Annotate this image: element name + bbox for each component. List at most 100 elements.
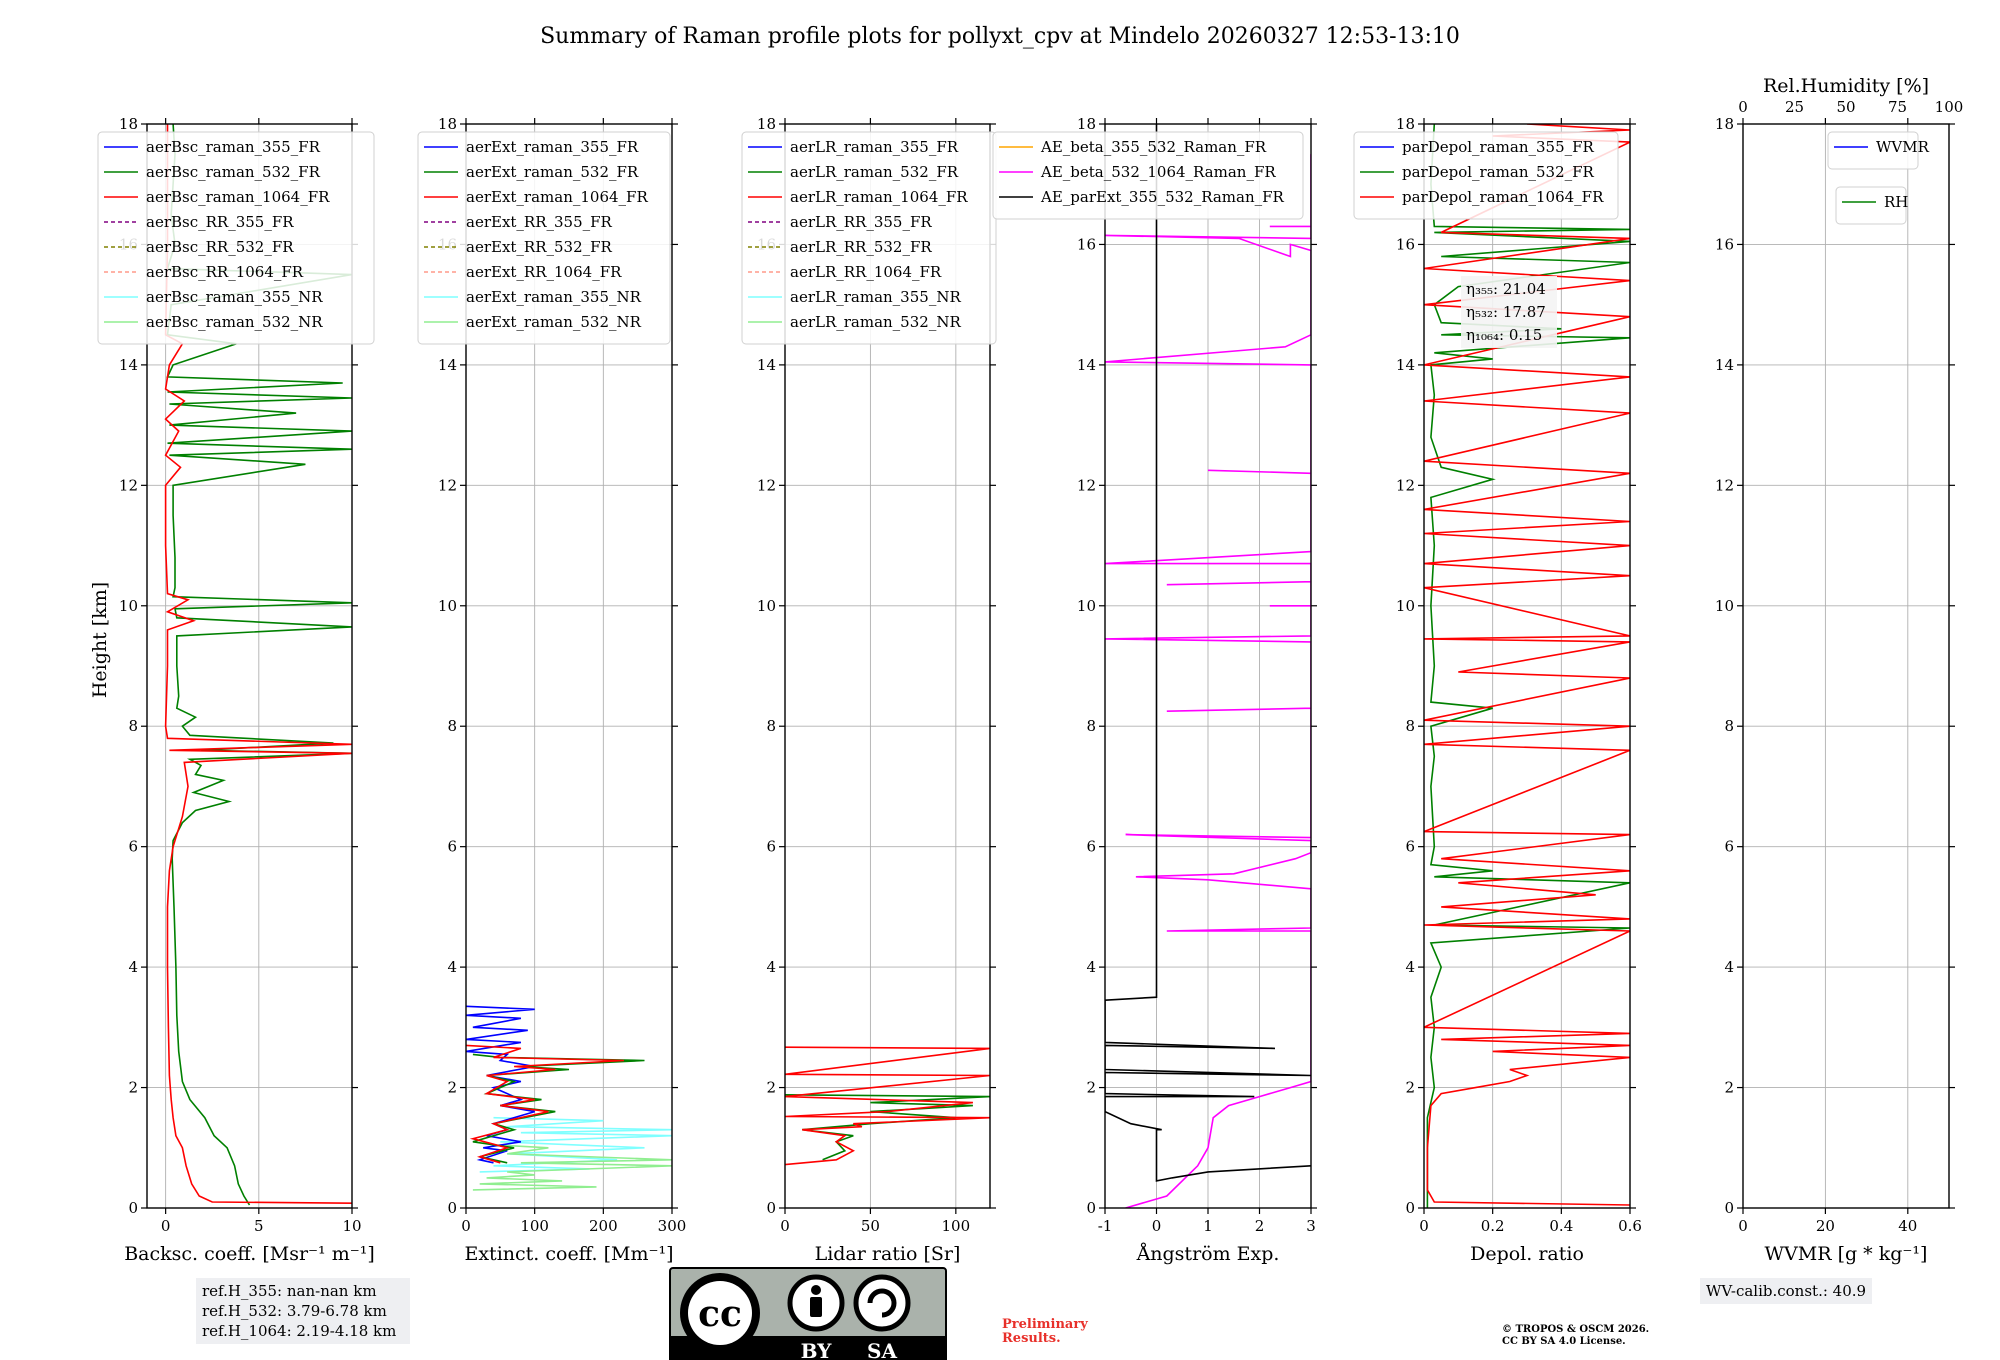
x-tick-label: 20 xyxy=(1816,1217,1835,1235)
reference-heights-box: ref.H_355: nan-nan km ref.H_532: 3.79-6.… xyxy=(196,1278,410,1344)
x-tick-label: 2 xyxy=(1255,1217,1265,1235)
legend: WVMR xyxy=(1827,131,1930,170)
y-axis-label: Height [km] xyxy=(89,582,111,698)
series-line-aerExt_raman_532_NR xyxy=(472,1144,672,1191)
y-tick-label: 12 xyxy=(757,476,776,494)
x-tick-label: 100 xyxy=(942,1217,971,1235)
copyright-line-2: CC BY SA 4.0 License. xyxy=(1502,1336,1626,1347)
top-axis-label: Rel.Humidity [%] xyxy=(1763,75,1929,97)
y-tick-label: 18 xyxy=(1396,115,1415,133)
y-tick-label: 10 xyxy=(438,597,457,615)
y-tick-label: 14 xyxy=(438,356,457,374)
by-icon-head xyxy=(811,1285,821,1295)
y-tick-label: 6 xyxy=(128,838,138,856)
preliminary-line-1: Preliminary xyxy=(1002,1317,1088,1332)
y-tick-label: 14 xyxy=(1077,356,1096,374)
legend-entry: parDepol_raman_355_FR xyxy=(1402,138,1595,156)
y-tick-label: 10 xyxy=(757,597,776,615)
y-tick-label: 8 xyxy=(1724,717,1734,735)
x-axis-label: Ångström Exp. xyxy=(1136,1243,1280,1265)
x-tick-label: 0 xyxy=(1152,1217,1162,1235)
ref-height-532: ref.H_532: 3.79-6.78 km xyxy=(202,1302,387,1320)
legend-entry: parDepol_raman_1064_FR xyxy=(1402,188,1604,206)
y-tick-label: 12 xyxy=(1396,476,1415,494)
annotation-text: η₁₀₆₄: 0.15 xyxy=(1466,326,1542,344)
y-tick-label: 14 xyxy=(757,356,776,374)
top-x-tick-label: 0 xyxy=(1738,98,1748,116)
legend-entry: aerBsc_RR_355_FR xyxy=(146,213,294,231)
legend-entry: aerBsc_raman_355_FR xyxy=(146,138,321,156)
plot-frame xyxy=(465,123,673,1209)
series-line-AE_parExt_355_532_Raman_FR xyxy=(1105,124,1311,1182)
panel-ext: 0246810121416180100200300Extinct. coeff.… xyxy=(417,115,686,1265)
legend-entry: aerExt_RR_355_FR xyxy=(466,213,613,231)
legend-frame xyxy=(741,131,997,345)
legend-entry: aerLR_raman_1064_FR xyxy=(790,188,968,206)
y-tick-label: 10 xyxy=(119,597,138,615)
legend: aerLR_raman_355_FR aerLR_raman_532_FR aerL… xyxy=(741,131,997,345)
y-tick-label: 6 xyxy=(1405,838,1415,856)
ref-height-1064: ref.H_1064: 2.19-4.18 km xyxy=(202,1322,397,1340)
sa-icon-arrow xyxy=(867,1288,897,1318)
y-tick-label: 10 xyxy=(1715,597,1734,615)
x-tick-label: 40 xyxy=(1898,1217,1917,1235)
x-tick-label: 50 xyxy=(861,1217,880,1235)
cc-sa-label: SA xyxy=(867,1339,897,1360)
legend-entry: aerBsc_raman_355_NR xyxy=(146,288,323,306)
y-tick-label: 2 xyxy=(1405,1079,1415,1097)
y-tick-label: 0 xyxy=(766,1199,776,1217)
y-tick-label: 14 xyxy=(1396,356,1415,374)
preliminary-line-2: Results. xyxy=(1002,1331,1061,1346)
x-tick-label: 1 xyxy=(1203,1217,1213,1235)
x-axis-label: Lidar ratio [Sr] xyxy=(815,1243,961,1265)
y-tick-label: 18 xyxy=(1077,115,1096,133)
plot-frame xyxy=(1742,123,1950,1209)
cc-logo-letters: cc xyxy=(698,1293,742,1335)
y-tick-label: 18 xyxy=(1715,115,1734,133)
y-tick-label: 10 xyxy=(1396,597,1415,615)
series-line-aerBsc_raman_532_FR xyxy=(166,124,352,1206)
y-tick-label: 14 xyxy=(1715,356,1734,374)
x-axis-label: Extinct. coeff. [Mm⁻¹] xyxy=(464,1243,673,1265)
legend-entry: aerLR_RR_532_FR xyxy=(790,238,932,256)
plot-frame xyxy=(784,123,991,1209)
legend-entry: aerLR_RR_355_FR xyxy=(790,213,932,231)
legend-entry: AE_parExt_355_532_Raman_FR xyxy=(1040,188,1285,206)
legend: AE_beta_355_532_Raman_FR AE_beta_532_1064… xyxy=(992,131,1304,220)
top-x-tick-label: 25 xyxy=(1785,98,1804,116)
plot-frame xyxy=(1423,123,1631,1209)
y-tick-label: 4 xyxy=(1724,958,1734,976)
y-tick-label: 8 xyxy=(1086,717,1096,735)
y-tick-label: 18 xyxy=(119,115,138,133)
legend-entry: aerExt_raman_355_NR xyxy=(466,288,642,306)
legend-entry: aerExt_raman_532_NR xyxy=(466,313,642,331)
legend-entry: aerExt_raman_532_FR xyxy=(466,163,639,181)
y-tick-label: 8 xyxy=(128,717,138,735)
ref-height-355: ref.H_355: nan-nan km xyxy=(202,1282,377,1300)
panel-dep: 0 2 4 6 8 10 12 14 16 18 0 0.2 0.4 0.6 Depol. ratio par… xyxy=(1353,115,1642,1265)
legend-entry: aerBsc_RR_532_FR xyxy=(146,238,294,256)
series-line-aerLR_raman_1064_FR xyxy=(785,1046,990,1166)
y-tick-label: 0 xyxy=(447,1199,457,1217)
y-tick-label: 16 xyxy=(1715,235,1734,253)
y-tick-label: 14 xyxy=(119,356,138,374)
legend-frame xyxy=(1353,131,1619,220)
depol-annotation: η₃₅₅: 21.04 η₅₃₂: 17.87 η₁₀₆₄: 0.15 xyxy=(1461,276,1557,348)
copyright-note: © TROPOS & OSCM 2026. CC BY SA 4.0 Licen… xyxy=(1502,1324,1722,1348)
y-tick-label: 8 xyxy=(766,717,776,735)
legend-entry: parDepol_raman_532_FR xyxy=(1402,163,1595,181)
y-tick-label: 6 xyxy=(447,838,457,856)
y-tick-label: 0 xyxy=(1724,1199,1734,1217)
y-tick-label: 18 xyxy=(757,115,776,133)
copyright-line-1: © TROPOS & OSCM 2026. xyxy=(1502,1324,1650,1335)
x-tick-label: 5 xyxy=(254,1217,264,1235)
y-tick-label: 10 xyxy=(1077,597,1096,615)
annotation-text: η₃₅₅: 21.04 xyxy=(1466,280,1546,298)
y-tick-label: 4 xyxy=(766,958,776,976)
y-tick-label: 16 xyxy=(1077,235,1096,253)
y-tick-label: 16 xyxy=(1396,235,1415,253)
y-tick-label: 2 xyxy=(1724,1079,1734,1097)
legend: aerBsc_raman_355_FR aerBsc_raman_532_FRae… xyxy=(97,131,375,345)
y-tick-label: 2 xyxy=(766,1079,776,1097)
